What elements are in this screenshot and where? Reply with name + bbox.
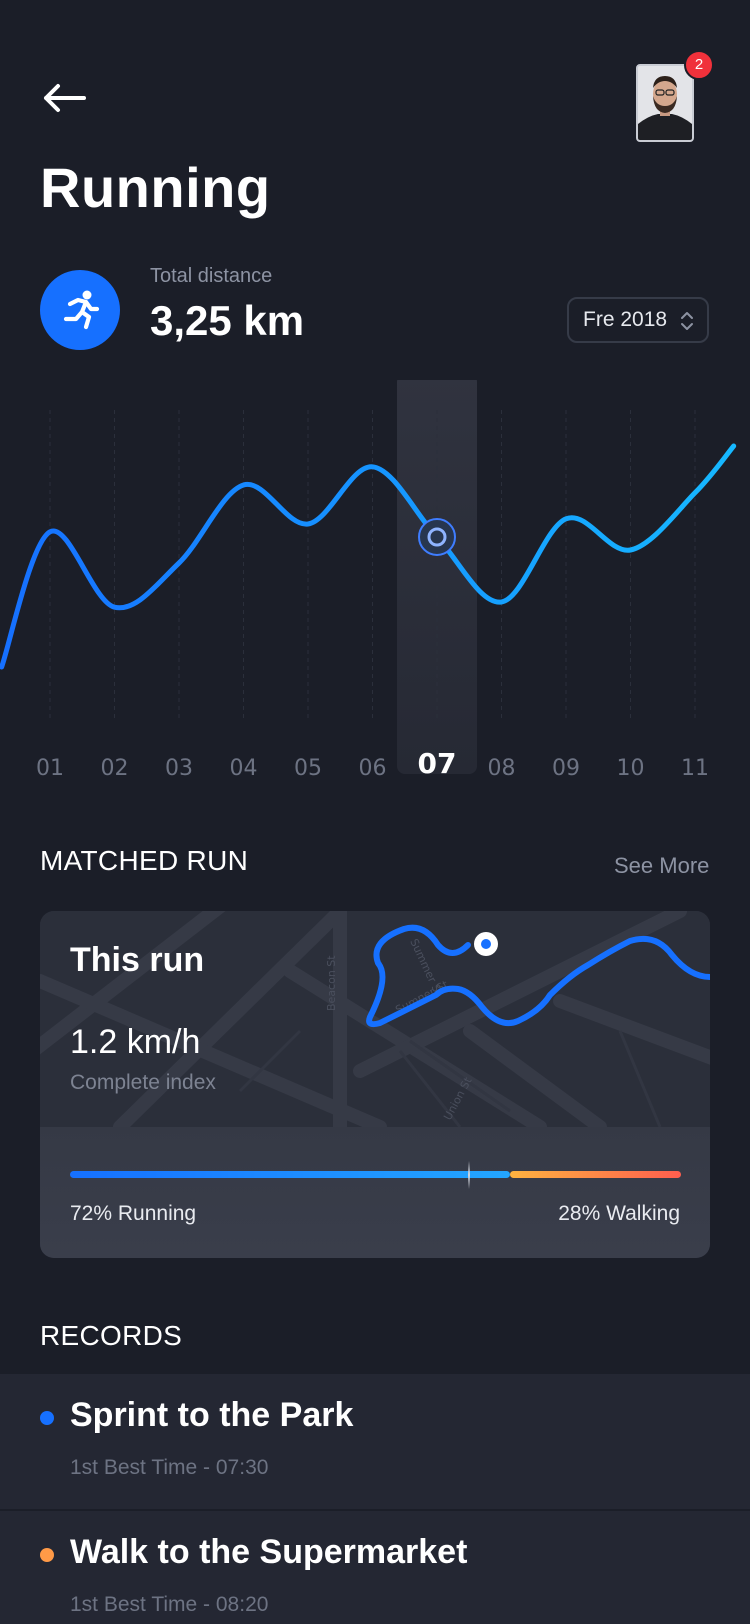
x-tick-label[interactable]: 02	[101, 756, 129, 781]
list-item[interactable]: Walk to the Supermarket 1st Best Time - …	[0, 1511, 750, 1624]
record-dot	[40, 1411, 54, 1425]
chevron-updown-icon	[681, 312, 693, 330]
back-button[interactable]	[38, 72, 90, 124]
x-tick-label[interactable]: 05	[294, 756, 322, 781]
speed-label: Complete index	[70, 1071, 216, 1094]
x-tick-label[interactable]: 03	[165, 756, 193, 781]
record-dot	[40, 1548, 54, 1562]
selected-column[interactable]	[397, 380, 477, 774]
x-tick-label[interactable]: 11	[681, 756, 709, 781]
card-title: This run	[70, 941, 205, 979]
x-tick-label[interactable]: 04	[230, 756, 258, 781]
x-tick-label[interactable]: 09	[552, 756, 580, 781]
arrow-left-icon	[44, 84, 86, 112]
data-point[interactable]	[305, 521, 311, 527]
x-tick-label[interactable]: 06	[359, 756, 387, 781]
x-tick-label[interactable]: 01	[36, 756, 64, 781]
period-value: Fre 2018	[583, 308, 668, 331]
profile-avatar[interactable]: 2	[636, 50, 714, 144]
running-percent: 72% Running	[70, 1202, 197, 1225]
data-point[interactable]	[563, 516, 569, 522]
walking-percent: 28% Walking	[558, 1202, 680, 1225]
x-tick-label[interactable]: 07	[418, 747, 457, 780]
page-title: Running	[40, 156, 271, 219]
activity-split	[40, 1127, 710, 1258]
distance-chart[interactable]: 01 02 03 04 05 06 07 08 09 10 11	[0, 380, 750, 800]
x-tick-label[interactable]: 10	[617, 756, 645, 781]
data-point[interactable]	[112, 604, 118, 610]
running-bar	[70, 1171, 510, 1178]
total-distance-value: 3,25 km	[150, 297, 305, 344]
period-select[interactable]: Fre 2018	[567, 297, 709, 343]
data-point[interactable]	[47, 529, 53, 535]
walking-bar	[510, 1171, 681, 1178]
runner-icon	[63, 290, 100, 330]
activity-icon-badge	[40, 270, 120, 350]
speed-value: 1.2 km/h	[70, 1023, 201, 1061]
profile-photo	[638, 66, 692, 140]
avatar	[636, 64, 694, 142]
list-item[interactable]: Sprint to the Park 1st Best Time - 07:30	[0, 1374, 750, 1509]
selected-point[interactable]	[418, 518, 456, 556]
total-distance-label: Total distance	[150, 265, 273, 287]
matched-run-title: MATCHED RUN	[40, 845, 249, 876]
data-point[interactable]	[370, 464, 376, 470]
data-point[interactable]	[692, 490, 698, 496]
route-map: Beacon St Summer St Sumner St Union St	[40, 911, 710, 1127]
data-point[interactable]	[176, 560, 182, 566]
record-title: Sprint to the Park	[70, 1396, 354, 1434]
record-title: Walk to the Supermarket	[70, 1533, 468, 1571]
street-label: Beacon St	[325, 955, 338, 1011]
records-title: RECORDS	[40, 1320, 183, 1351]
record-subtitle: 1st Best Time - 08:20	[70, 1593, 269, 1616]
see-more-link[interactable]: See More	[614, 853, 710, 878]
record-subtitle: 1st Best Time - 07:30	[70, 1456, 269, 1479]
data-point[interactable]	[628, 547, 634, 553]
data-point[interactable]	[499, 599, 505, 605]
series-line	[0, 443, 737, 670]
data-point[interactable]	[241, 482, 247, 488]
matched-run-card[interactable]: Beacon St Summer St Sumner St Union St T…	[40, 911, 710, 1258]
x-tick-label[interactable]: 08	[488, 756, 516, 781]
selected-point-ring	[427, 527, 447, 547]
bar-divider	[468, 1161, 470, 1189]
notification-badge: 2	[684, 50, 714, 80]
